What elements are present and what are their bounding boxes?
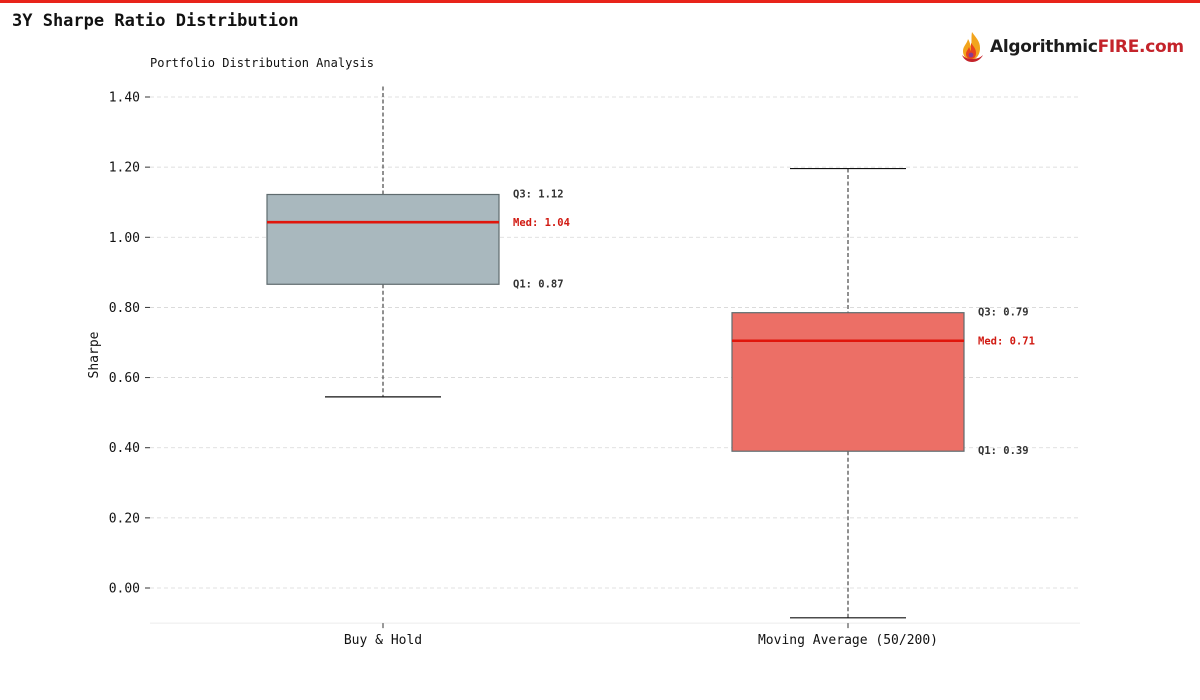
x-tick-label: Buy & Hold bbox=[344, 633, 422, 648]
q3-label: Q3: 1.12 bbox=[513, 188, 564, 200]
median-label: Med: 1.04 bbox=[513, 217, 570, 229]
q1-label: Q1: 0.87 bbox=[513, 278, 564, 290]
x-tick-label: Moving Average (50/200) bbox=[758, 633, 938, 648]
brand-name-part2: FIRE.com bbox=[1097, 37, 1184, 57]
iqr-box bbox=[731, 312, 965, 452]
y-tick-label: 1.40 bbox=[109, 91, 140, 106]
box-labels: Q3: 1.12 Med: 1.04 Q1: 0.87 Q3: 0.79 Med: 0.… bbox=[513, 188, 1035, 457]
chart-title: Portfolio Distribution Analysis bbox=[150, 56, 374, 70]
boxes bbox=[266, 86, 965, 619]
y-tick-label: 0.60 bbox=[109, 371, 140, 386]
median-label: Med: 0.71 bbox=[978, 336, 1035, 348]
brand-name-part1: Algorithmic bbox=[990, 37, 1098, 57]
iqr-box bbox=[266, 193, 500, 285]
y-tick-label: 0.20 bbox=[109, 511, 140, 526]
brand-name: AlgorithmicFIRE.com bbox=[990, 37, 1184, 57]
y-tick-label: 1.00 bbox=[109, 231, 140, 246]
axes: 0.00 0.20 0.40 0.60 0.80 1.00 1.20 1.40 Buy & Ho… bbox=[109, 91, 1080, 648]
page-title: 3Y Sharpe Ratio Distribution bbox=[12, 11, 299, 31]
top-accent-bar bbox=[0, 0, 1200, 3]
y-tick-label: 0.80 bbox=[109, 301, 140, 316]
brand-logo[interactable]: AlgorithmicFIRE.com bbox=[958, 30, 1184, 64]
y-tick-label: 0.00 bbox=[109, 582, 140, 597]
flame-logo-icon bbox=[962, 32, 983, 62]
y-axis-label: Sharpe bbox=[87, 331, 102, 378]
q1-label: Q1: 0.39 bbox=[978, 445, 1029, 457]
q3-label: Q3: 0.79 bbox=[978, 307, 1029, 319]
y-tick-label: 1.20 bbox=[109, 161, 140, 176]
y-tick-label: 0.40 bbox=[109, 441, 140, 456]
